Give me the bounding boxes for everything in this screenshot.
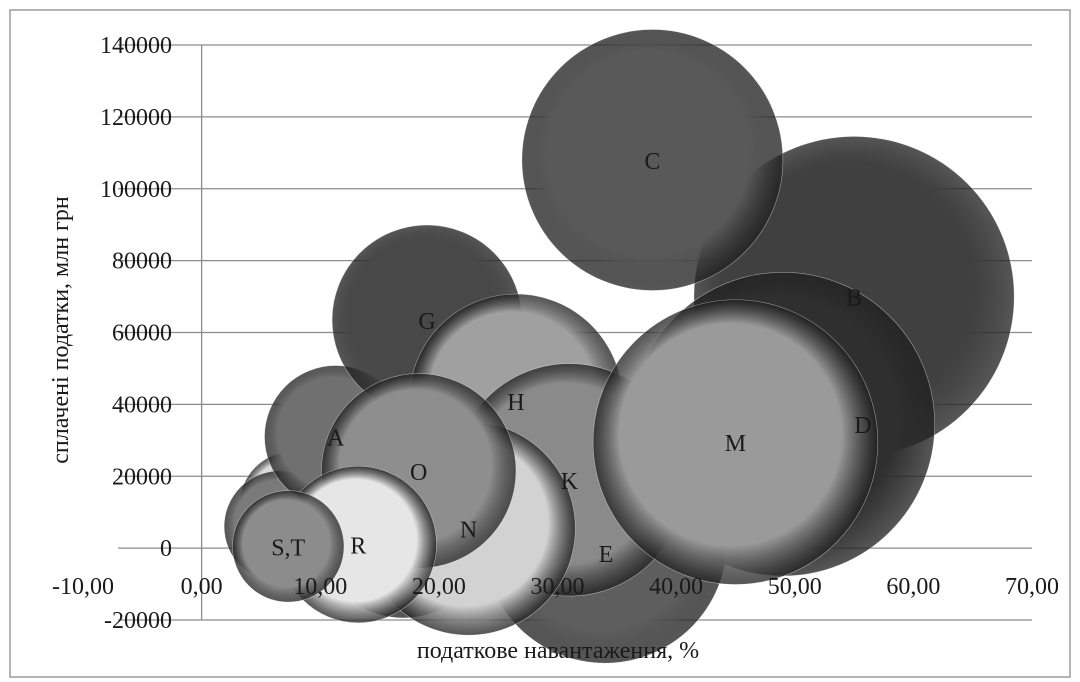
x-tick-label: 50,00 (768, 574, 822, 600)
y-tick-label: 20000 (112, 464, 172, 490)
bubble-label: R (350, 534, 366, 560)
x-tick-label: 10,00 (293, 574, 347, 600)
bubble-label: D (854, 413, 871, 439)
bubble-label: H (507, 390, 524, 416)
bubbles: A B C D E G H K M N O R S,T (223, 29, 1015, 664)
x-tick-label: 60,00 (886, 574, 940, 600)
bubble-c (521, 29, 784, 291)
x-tick-label: 20,00 (412, 574, 466, 600)
y-tick-label: 60000 (112, 321, 172, 347)
tick-labels: -20000 0 20000 40000 60000 80000 100000 120000 1… (52, 33, 1059, 634)
x-tick-label: 70,00 (1005, 574, 1059, 600)
bubble-label: S,T (271, 535, 305, 561)
bubble-m (592, 299, 879, 585)
bubble-label: M (725, 431, 746, 457)
y-tick-label: 100000 (100, 177, 172, 203)
y-tick-label: -20000 (104, 608, 172, 634)
y-tick-label: 40000 (112, 392, 172, 418)
bubble-label: E (599, 542, 614, 568)
bubble-label: C (644, 149, 660, 175)
y-axis-title: сплачені податки, млн грн (48, 196, 74, 464)
y-tick-label: 120000 (100, 105, 172, 131)
x-tick-label: 30,00 (531, 574, 585, 600)
x-tick-label: -10,00 (52, 574, 114, 600)
x-tick-label: 40,00 (649, 574, 703, 600)
bubble-label: G (418, 309, 435, 335)
x-axis-title: податкове навантаження, % (417, 638, 699, 664)
bubble-s-t (232, 490, 345, 603)
bubble-label: O (410, 460, 427, 486)
bubble-label: B (846, 286, 862, 312)
bubble-label: N (460, 517, 477, 543)
y-tick-label: 140000 (100, 33, 172, 59)
bubble-label: A (327, 426, 345, 452)
bubble-label: K (561, 469, 579, 495)
x-tick-label: 0,00 (181, 574, 223, 600)
y-tick-label: 0 (160, 536, 172, 562)
y-tick-label: 80000 (112, 249, 172, 275)
